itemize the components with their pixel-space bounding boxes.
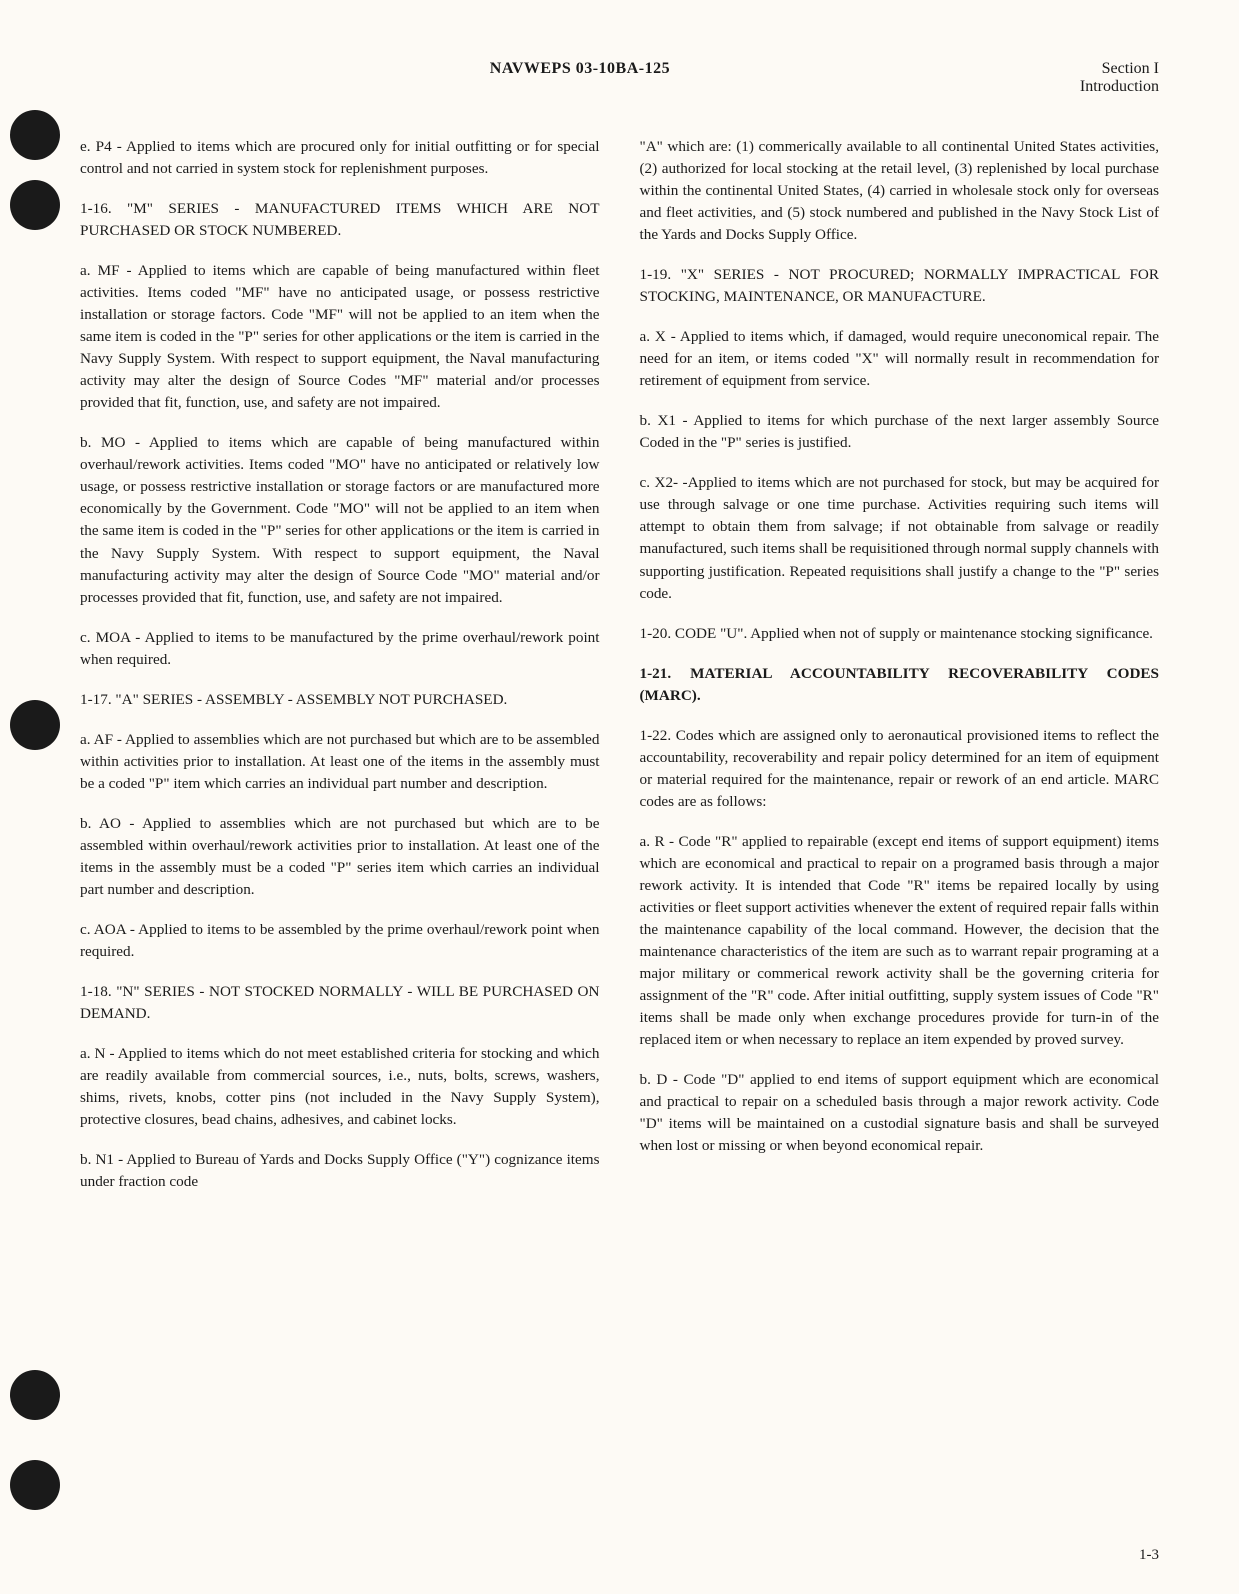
body-para: "A" which are: (1) commerically availabl… — [640, 136, 1160, 246]
body-para: b. D - Code "D" applied to end items of … — [640, 1069, 1160, 1157]
body-para: e. P4 - Applied to items which are procu… — [80, 136, 600, 180]
body-para: b. N1 - Applied to Bureau of Yards and D… — [80, 1149, 600, 1193]
two-column-layout: e. P4 - Applied to items which are procu… — [80, 136, 1159, 1211]
body-para: 1-22. Codes which are assigned only to a… — [640, 725, 1160, 813]
body-para: a. X - Applied to items which, if damage… — [640, 326, 1160, 392]
punch-hole — [10, 1460, 60, 1510]
section-title: Introduction — [1080, 78, 1159, 96]
punch-hole — [10, 180, 60, 230]
section-number: Section I — [1080, 60, 1159, 78]
punch-hole — [10, 110, 60, 160]
right-column: "A" which are: (1) commerically availabl… — [640, 136, 1160, 1211]
left-column: e. P4 - Applied to items which are procu… — [80, 136, 600, 1211]
section-label: Section I Introduction — [1080, 60, 1159, 96]
body-para: 1-19. "X" SERIES - NOT PROCURED; NORMALL… — [640, 264, 1160, 308]
body-para: b. AO - Applied to assemblies which are … — [80, 813, 600, 901]
doc-id: NAVWEPS 03-10BA-125 — [490, 60, 670, 96]
section-heading: 1-21. MATERIAL ACCOUNTABILITY RECOVERABI… — [640, 663, 1160, 707]
body-para: c. AOA - Applied to items to be assemble… — [80, 919, 600, 963]
body-para: 1-17. "A" SERIES - ASSEMBLY - ASSEMBLY N… — [80, 689, 600, 711]
body-para: a. N - Applied to items which do not mee… — [80, 1043, 600, 1131]
body-para: a. MF - Applied to items which are capab… — [80, 260, 600, 414]
body-para: c. MOA - Applied to items to be manufact… — [80, 627, 600, 671]
body-para: 1-16. "M" SERIES - MANUFACTURED ITEMS WH… — [80, 198, 600, 242]
body-para: a. R - Code "R" applied to repairable (e… — [640, 831, 1160, 1051]
page-number: 1-3 — [1139, 1547, 1159, 1564]
body-para: b. X1 - Applied to items for which purch… — [640, 410, 1160, 454]
body-para: b. MO - Applied to items which are capab… — [80, 432, 600, 608]
punch-hole — [10, 1370, 60, 1420]
page-header: NAVWEPS 03-10BA-125 Section I Introducti… — [80, 60, 1159, 96]
body-para: 1-20. CODE "U". Applied when not of supp… — [640, 623, 1160, 645]
body-para: 1-18. "N" SERIES - NOT STOCKED NORMALLY … — [80, 981, 600, 1025]
body-para: a. AF - Applied to assemblies which are … — [80, 729, 600, 795]
punch-hole — [10, 700, 60, 750]
body-para: c. X2- -Applied to items which are not p… — [640, 472, 1160, 604]
